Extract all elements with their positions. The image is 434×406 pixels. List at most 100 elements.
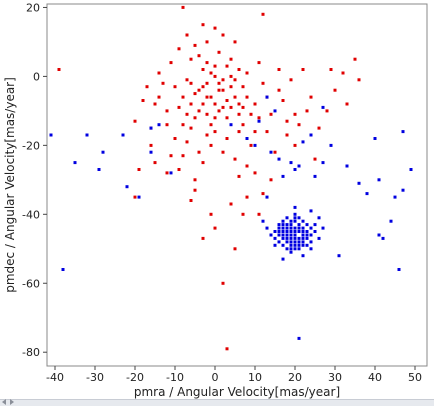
blue-data-point xyxy=(253,143,257,147)
red-data-point xyxy=(189,57,193,61)
blue-data-point xyxy=(73,161,77,165)
red-data-point xyxy=(205,95,209,99)
blue-data-point xyxy=(289,243,293,247)
red-data-point xyxy=(253,171,257,175)
blue-data-point xyxy=(293,205,297,209)
blue-data-point xyxy=(297,223,301,227)
blue-data-point xyxy=(121,133,125,137)
blue-data-point xyxy=(293,212,297,216)
horizontal-scrollbar[interactable] xyxy=(0,399,434,406)
blue-data-point xyxy=(305,236,309,240)
blue-data-point xyxy=(357,181,361,185)
blue-data-point xyxy=(125,185,129,189)
blue-data-point xyxy=(289,247,293,251)
red-data-point xyxy=(261,81,265,85)
red-data-point xyxy=(301,68,305,71)
blue-data-point xyxy=(329,143,333,147)
x-tick-label: 30 xyxy=(328,371,342,384)
blue-data-point xyxy=(301,233,305,237)
red-data-point xyxy=(165,123,169,127)
red-data-point xyxy=(269,178,273,182)
blue-data-point xyxy=(305,233,309,237)
red-data-point xyxy=(181,154,185,158)
red-data-point xyxy=(345,102,349,106)
red-data-point xyxy=(257,212,261,216)
blue-data-point xyxy=(297,216,301,220)
red-data-point xyxy=(281,99,285,102)
red-data-point xyxy=(245,195,249,199)
red-data-point xyxy=(165,109,169,113)
scroll-left-icon[interactable] xyxy=(2,399,6,405)
red-data-point xyxy=(209,71,213,75)
blue-data-point xyxy=(313,230,317,233)
red-data-point xyxy=(225,116,229,120)
blue-data-point xyxy=(401,130,405,134)
red-data-point xyxy=(233,157,237,161)
red-data-point xyxy=(253,130,257,134)
red-data-point xyxy=(209,123,213,127)
blue-data-point xyxy=(261,219,265,223)
blue-data-point xyxy=(297,240,301,244)
blue-data-point xyxy=(265,226,269,230)
red-data-point xyxy=(137,168,141,171)
red-data-point xyxy=(173,85,177,89)
red-data-point xyxy=(201,161,205,165)
blue-data-point xyxy=(289,250,293,254)
red-data-point xyxy=(145,85,149,89)
red-data-point xyxy=(273,150,277,154)
red-data-point xyxy=(241,85,245,89)
red-data-point xyxy=(233,95,237,99)
red-data-point xyxy=(269,112,273,116)
red-data-point xyxy=(153,161,157,165)
red-data-point xyxy=(201,102,205,106)
red-data-point xyxy=(193,178,197,182)
blue-data-point xyxy=(309,226,313,230)
scroll-right-icon[interactable] xyxy=(10,399,14,405)
blue-data-point xyxy=(277,240,281,244)
blue-data-point xyxy=(289,223,293,227)
red-data-point xyxy=(213,26,217,30)
red-data-point xyxy=(165,171,169,175)
red-data-point xyxy=(249,112,253,116)
red-data-point xyxy=(249,143,253,147)
red-data-point xyxy=(201,236,205,240)
blue-data-point xyxy=(293,226,297,230)
red-data-point xyxy=(277,88,281,92)
red-data-point xyxy=(189,102,193,106)
blue-data-point xyxy=(397,268,401,271)
red-data-point xyxy=(225,64,229,68)
blue-data-point xyxy=(277,157,281,161)
y-axis-label: pmdec / Angular Velocity[mas/year] xyxy=(3,77,17,293)
blue-data-point xyxy=(293,236,297,240)
red-data-point xyxy=(257,61,261,65)
red-data-point xyxy=(229,57,233,61)
blue-data-point xyxy=(297,236,301,240)
red-data-point xyxy=(205,112,209,116)
red-data-point xyxy=(225,347,229,351)
blue-data-point xyxy=(101,150,105,154)
blue-data-point xyxy=(373,137,377,140)
red-data-point xyxy=(193,116,197,120)
red-data-point xyxy=(237,174,241,178)
red-data-point xyxy=(293,143,297,147)
blue-data-point xyxy=(229,123,233,127)
red-data-point xyxy=(189,199,193,202)
blue-data-point xyxy=(273,243,277,247)
y-tick-label: -20 xyxy=(22,139,40,152)
red-data-point xyxy=(157,95,161,99)
red-data-point xyxy=(209,143,213,147)
x-tick-label: 40 xyxy=(368,371,382,384)
red-data-point xyxy=(221,78,225,82)
blue-data-point xyxy=(285,240,289,244)
blue-data-point xyxy=(285,230,289,233)
red-data-point xyxy=(217,109,221,113)
blue-data-point xyxy=(281,257,285,261)
red-data-point xyxy=(229,105,233,109)
y-axis-ticks: 20 0 -20 -40 -60 -80 xyxy=(22,1,47,359)
red-data-point xyxy=(205,61,209,65)
x-tick-label: -20 xyxy=(126,371,144,384)
red-data-point xyxy=(189,126,193,130)
blue-data-point xyxy=(281,174,285,178)
red-data-point xyxy=(221,150,225,154)
